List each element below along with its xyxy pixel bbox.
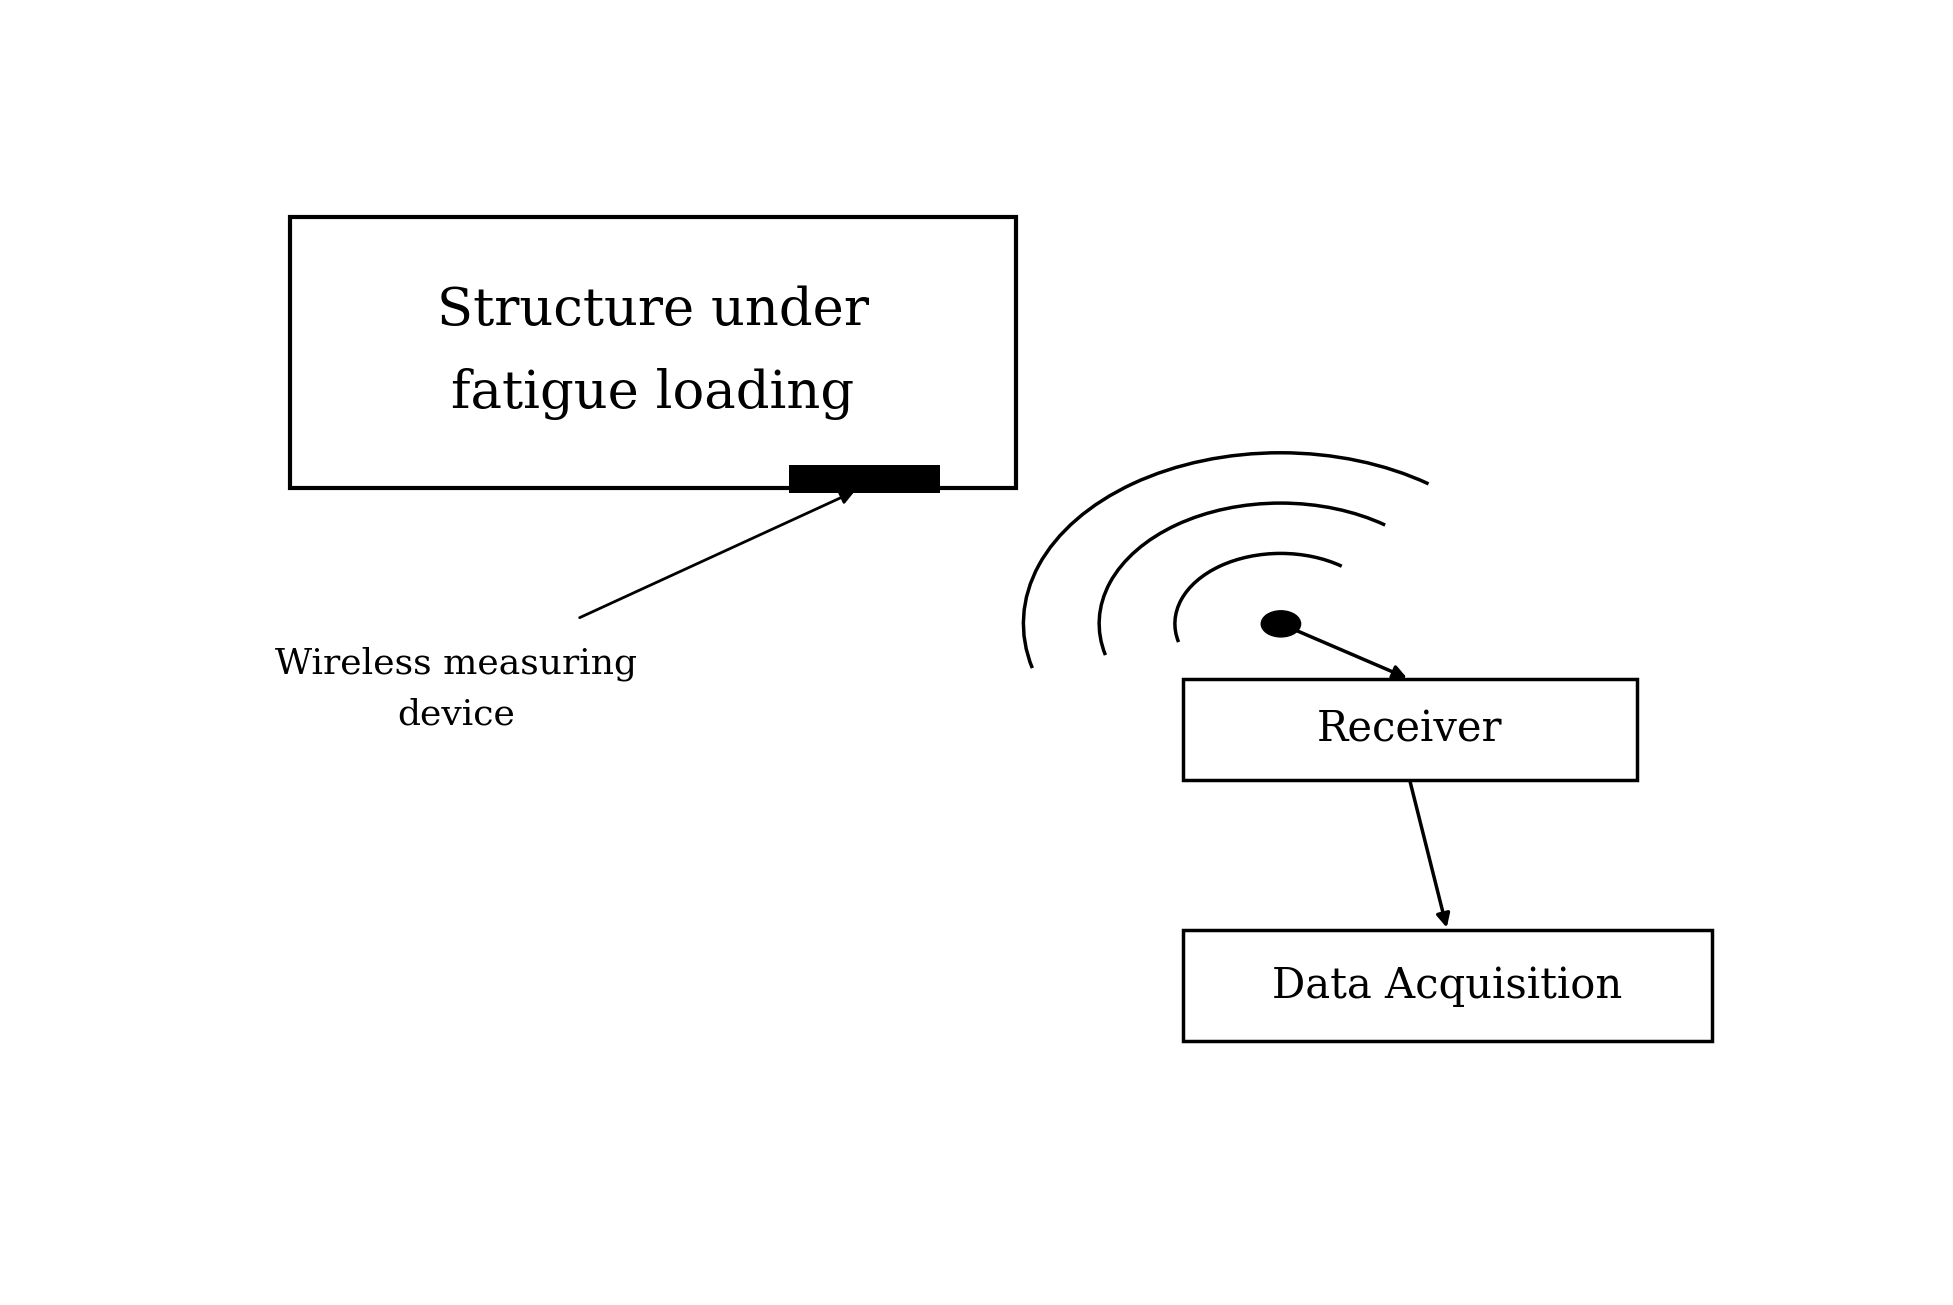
Text: Data Acquisition: Data Acquisition	[1271, 964, 1623, 1006]
Bar	[1184, 679, 1637, 779]
Text: Wireless measuring
device: Wireless measuring device	[275, 647, 637, 732]
Text: Structure under
fatigue loading: Structure under fatigue loading	[437, 284, 869, 420]
Text: Receiver: Receiver	[1316, 709, 1502, 750]
Bar	[1184, 930, 1713, 1041]
Bar	[789, 465, 939, 493]
Bar	[289, 217, 1016, 488]
Circle shape	[1262, 611, 1301, 637]
